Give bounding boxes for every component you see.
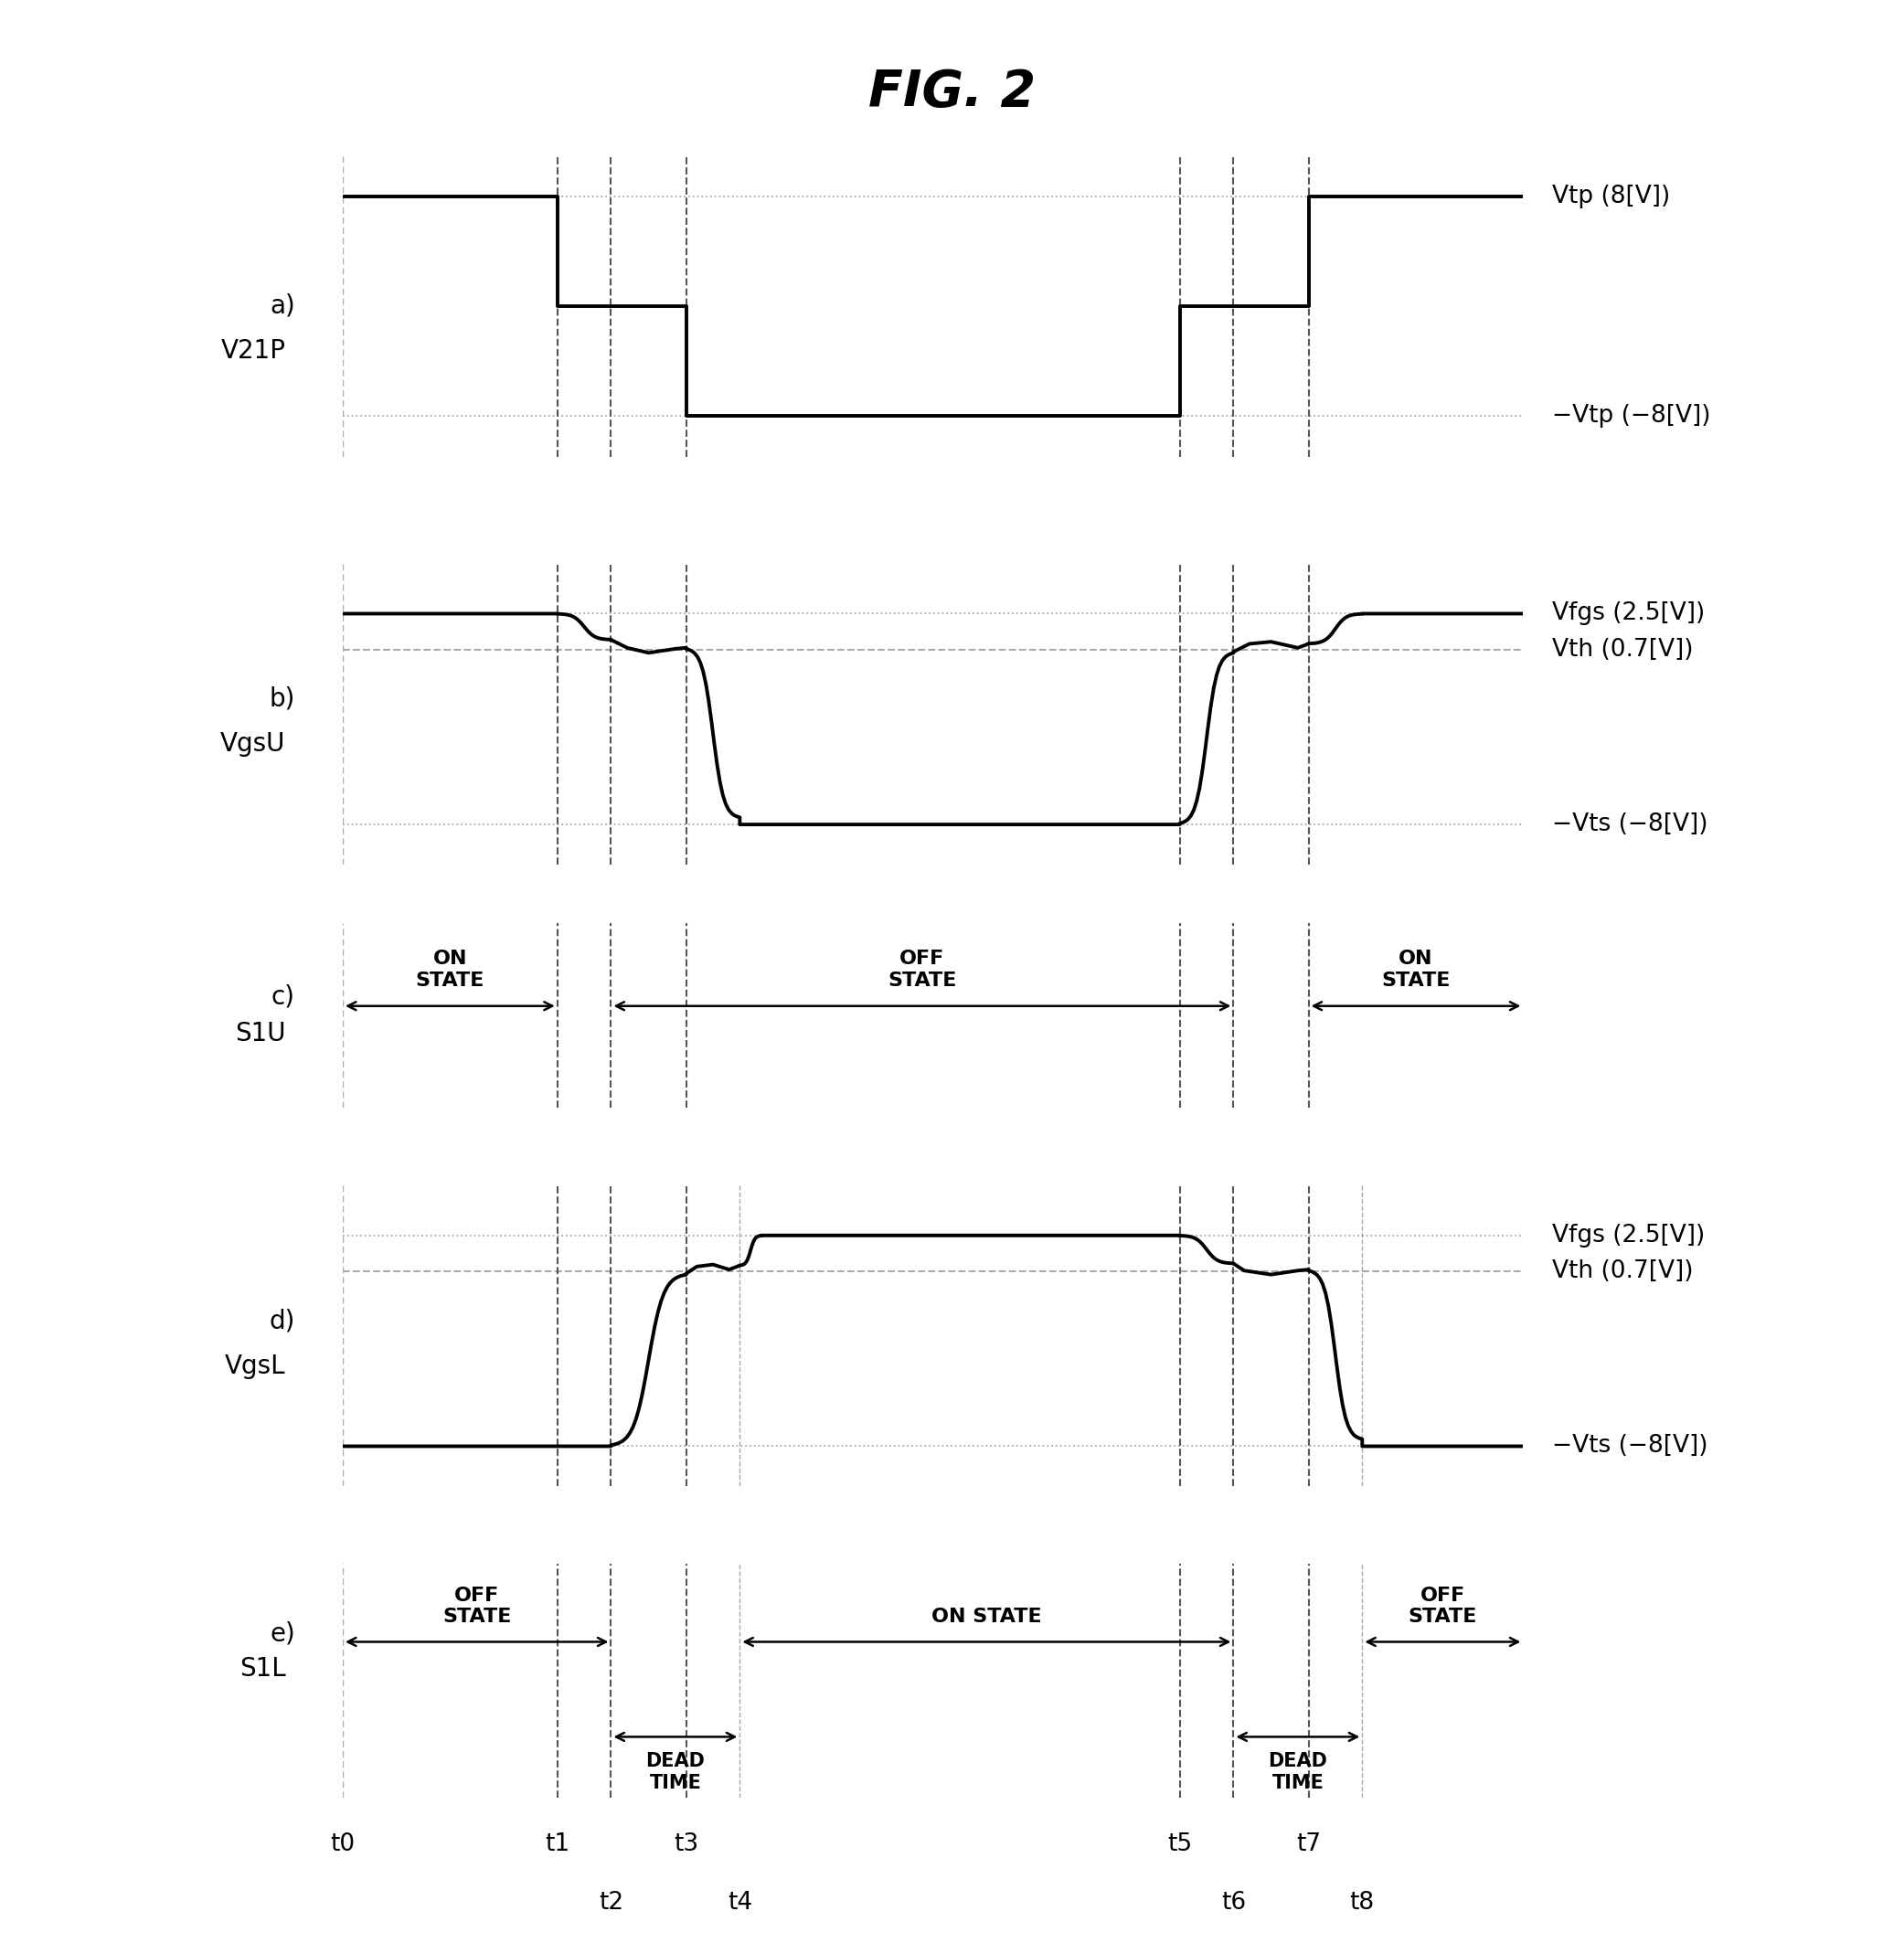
Text: t8: t8: [1350, 1891, 1375, 1914]
Text: OFF
STATE: OFF STATE: [887, 950, 956, 989]
Text: t5: t5: [1167, 1832, 1192, 1856]
Text: b): b): [268, 686, 295, 711]
Text: S1U: S1U: [234, 1020, 286, 1047]
Text: ON
STATE: ON STATE: [415, 950, 484, 989]
Text: d): d): [268, 1308, 295, 1333]
Text: VgsU: VgsU: [221, 731, 286, 758]
Text: t0: t0: [329, 1832, 356, 1856]
Text: VgsL: VgsL: [225, 1352, 286, 1380]
Text: Vfgs (2.5[V]): Vfgs (2.5[V]): [1552, 1224, 1704, 1247]
Text: S1L: S1L: [240, 1655, 286, 1683]
Text: ON
STATE: ON STATE: [1382, 950, 1451, 989]
Text: t6: t6: [1220, 1891, 1245, 1914]
Text: FIG. 2: FIG. 2: [868, 68, 1036, 117]
Text: e): e): [270, 1620, 295, 1648]
Text: t2: t2: [598, 1891, 623, 1914]
Text: OFF
STATE: OFF STATE: [442, 1587, 512, 1626]
Text: DEAD
TIME: DEAD TIME: [645, 1753, 704, 1791]
Text: V21P: V21P: [221, 338, 286, 363]
Text: −Vts (−8[V]): −Vts (−8[V]): [1552, 812, 1708, 835]
Text: DEAD
TIME: DEAD TIME: [1268, 1753, 1327, 1791]
Text: t3: t3: [674, 1832, 699, 1856]
Text: a): a): [270, 293, 295, 319]
Text: c): c): [272, 983, 295, 1010]
Text: Vtp (8[V]): Vtp (8[V]): [1552, 185, 1670, 208]
Text: −Vtp (−8[V]): −Vtp (−8[V]): [1552, 404, 1710, 427]
Text: Vth (0.7[V]): Vth (0.7[V]): [1552, 637, 1693, 663]
Text: Vth (0.7[V]): Vth (0.7[V]): [1552, 1259, 1693, 1284]
Text: t7: t7: [1297, 1832, 1321, 1856]
Text: t1: t1: [545, 1832, 569, 1856]
Text: OFF
STATE: OFF STATE: [1409, 1587, 1478, 1626]
Text: Vfgs (2.5[V]): Vfgs (2.5[V]): [1552, 602, 1704, 626]
Text: ON STATE: ON STATE: [931, 1609, 1041, 1626]
Text: t4: t4: [727, 1891, 752, 1914]
Text: −Vts (−8[V]): −Vts (−8[V]): [1552, 1434, 1708, 1457]
